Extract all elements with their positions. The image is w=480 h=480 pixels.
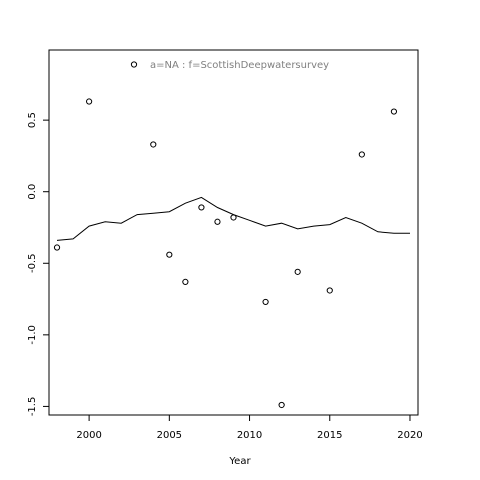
legend: a=NA : f=ScottishDeepwatersurvey (130, 60, 329, 71)
data-point (214, 218, 221, 225)
y-tick-label: -0.5 (27, 254, 38, 274)
trend-line-path (56, 196, 410, 241)
data-point (326, 287, 333, 294)
y-tick-label: 0.5 (27, 112, 38, 128)
x-tick-label: 2000 (76, 430, 101, 441)
data-point (53, 244, 61, 251)
y-tick-label: 0.0 (27, 184, 38, 200)
x-axis-title: Year (228, 456, 251, 467)
data-point (166, 251, 173, 258)
data-point (358, 151, 365, 158)
data-point (198, 204, 205, 211)
legend-label: a=NA : f=ScottishDeepwatersurvey (150, 60, 329, 71)
y-tick-label: -1.0 (27, 325, 38, 345)
x-tick-label: 2015 (317, 430, 342, 441)
y-axis: -1.5 -1.0 -0.5 0.0 0.5 (27, 112, 49, 416)
data-point (294, 268, 301, 275)
data-point (86, 98, 93, 105)
x-tick-label: 2010 (237, 430, 262, 441)
data-point (262, 298, 269, 306)
legend-marker (130, 61, 138, 68)
data-point (182, 278, 189, 285)
x-tick-label: 2005 (157, 430, 182, 441)
y-tick-label: -1.5 (27, 397, 38, 417)
scatter-points (53, 98, 398, 409)
data-point (230, 214, 237, 221)
x-tick-label: 2020 (397, 430, 422, 441)
trend-line (56, 196, 410, 241)
x-axis: 2000 2005 2010 2015 2020 (76, 415, 423, 441)
data-point (278, 401, 285, 409)
data-point (150, 141, 157, 148)
data-point (390, 108, 398, 115)
plot-frame (48, 49, 419, 416)
